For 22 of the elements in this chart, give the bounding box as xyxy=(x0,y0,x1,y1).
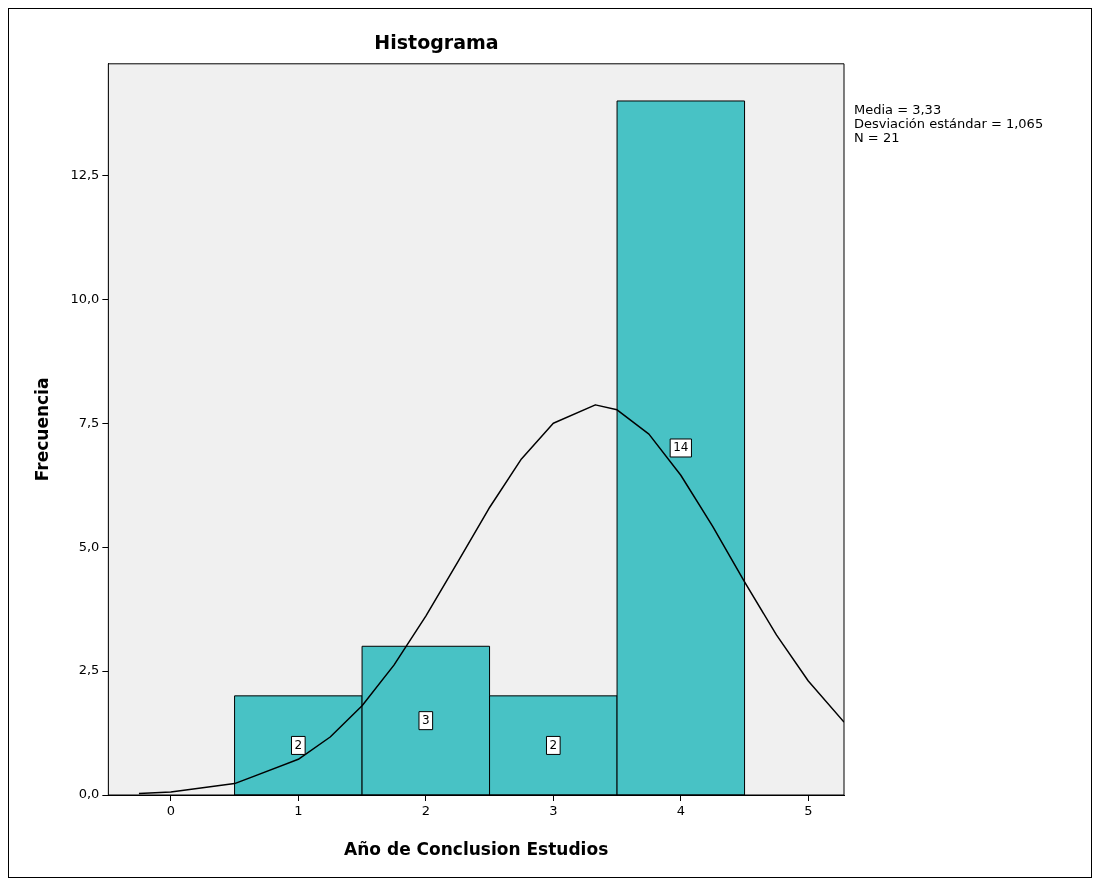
data-label: 14 xyxy=(673,440,689,455)
text: Media = 3,33 xyxy=(854,101,942,117)
y-tick-label: 5,0 xyxy=(78,538,100,554)
text: Desviación estándar = 1,065 xyxy=(854,115,1044,131)
data-label: 2 xyxy=(294,737,303,752)
y-tick-label: 0,0 xyxy=(78,786,100,802)
y-axis-title: Frecuencia xyxy=(31,377,52,482)
y-tick-label: 10,0 xyxy=(70,290,100,306)
y-tick-label: 2,5 xyxy=(78,662,100,678)
data-label: 2 xyxy=(549,737,558,752)
y-tick-label: 12,5 xyxy=(70,166,100,182)
x-axis-title: Año de Conclusion Estudios xyxy=(344,839,609,860)
x-tick-label: 4 xyxy=(676,803,685,819)
x-tick-label: 5 xyxy=(804,803,813,819)
text: N = 21 xyxy=(854,129,900,145)
x-tick-label: 3 xyxy=(549,803,558,819)
x-tick-label: 2 xyxy=(421,803,430,819)
x-tick-label: 1 xyxy=(294,803,303,819)
y-tick-label: 7,5 xyxy=(78,414,100,430)
x-tick-label: 0 xyxy=(166,803,175,819)
chart-title: Histograma xyxy=(374,31,499,54)
data-label: 3 xyxy=(421,712,430,727)
